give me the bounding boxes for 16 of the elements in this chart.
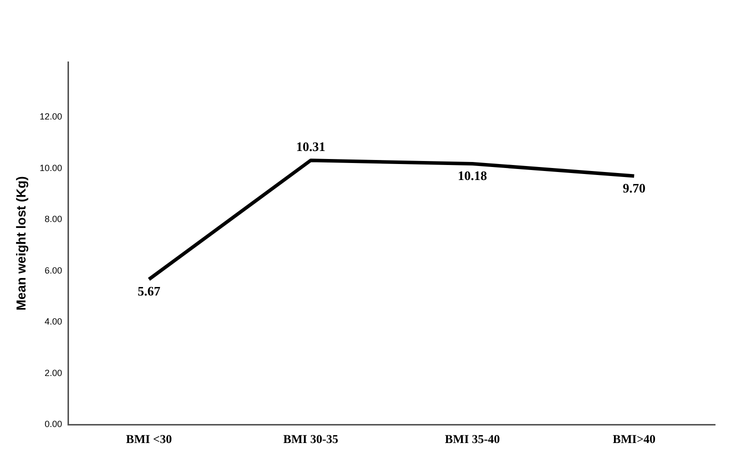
data-label: 9.70	[622, 180, 646, 196]
x-tick-label: BMI 30-35	[283, 432, 338, 446]
y-tick-label: 6.00	[44, 265, 62, 276]
data-label: 5.67	[138, 284, 161, 299]
y-tick-label: 12.00	[40, 112, 62, 122]
y-tick-label: 8.00	[44, 214, 62, 224]
y-tick-label: 10.00	[40, 162, 62, 173]
x-tick-label: BMI <30	[126, 432, 172, 446]
y-tick-label: 0.00	[44, 419, 62, 430]
y-tick-label: 4.00	[44, 316, 62, 327]
x-tick-label: BMI 35-40	[444, 432, 500, 446]
y-tick-label: 2.00	[44, 368, 62, 378]
x-tick-label: BMI>40	[612, 432, 656, 446]
data-label: 10.18	[458, 168, 488, 184]
data-label: 10.31	[296, 138, 326, 154]
y-axis-title: Mean weight lost (Kg)	[13, 176, 28, 310]
